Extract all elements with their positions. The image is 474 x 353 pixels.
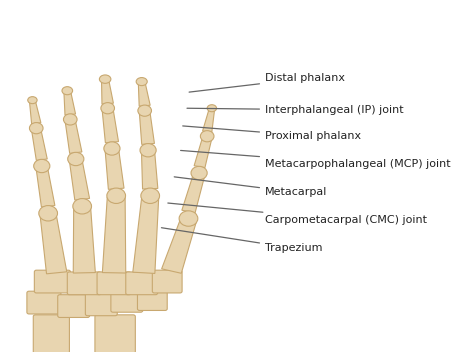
Polygon shape — [194, 137, 212, 168]
Polygon shape — [202, 109, 215, 132]
Polygon shape — [139, 112, 155, 144]
Ellipse shape — [136, 78, 147, 86]
FancyBboxPatch shape — [137, 288, 167, 310]
FancyBboxPatch shape — [97, 272, 131, 295]
FancyBboxPatch shape — [126, 272, 158, 295]
Text: Proximal phalanx: Proximal phalanx — [183, 126, 361, 141]
FancyBboxPatch shape — [27, 291, 61, 314]
Circle shape — [101, 103, 115, 114]
Ellipse shape — [28, 97, 37, 104]
Text: Interphalangeal (IP) joint: Interphalangeal (IP) joint — [187, 105, 404, 115]
FancyBboxPatch shape — [85, 293, 117, 316]
Circle shape — [34, 159, 50, 173]
Circle shape — [107, 188, 126, 203]
Circle shape — [29, 122, 43, 134]
Ellipse shape — [100, 75, 111, 83]
Circle shape — [39, 205, 57, 221]
FancyBboxPatch shape — [33, 315, 69, 353]
Circle shape — [191, 166, 207, 180]
Circle shape — [179, 211, 198, 226]
FancyBboxPatch shape — [58, 295, 90, 317]
Text: Distal phalanx: Distal phalanx — [189, 73, 345, 92]
FancyBboxPatch shape — [95, 315, 135, 353]
Polygon shape — [102, 197, 126, 273]
Polygon shape — [138, 82, 150, 106]
Polygon shape — [65, 121, 82, 154]
Polygon shape — [64, 91, 75, 115]
FancyBboxPatch shape — [152, 270, 182, 293]
Polygon shape — [101, 80, 113, 104]
Text: Metacarpal: Metacarpal — [174, 177, 328, 197]
Polygon shape — [105, 150, 124, 189]
Polygon shape — [162, 219, 196, 273]
FancyBboxPatch shape — [34, 270, 71, 293]
Polygon shape — [29, 101, 41, 124]
Circle shape — [104, 142, 120, 155]
Text: Carpometacarpal (CMC) joint: Carpometacarpal (CMC) joint — [168, 203, 427, 225]
Polygon shape — [133, 197, 159, 274]
Circle shape — [64, 114, 77, 125]
Polygon shape — [36, 167, 55, 207]
Circle shape — [138, 105, 152, 116]
Polygon shape — [32, 129, 47, 160]
Polygon shape — [102, 109, 118, 143]
Circle shape — [68, 152, 84, 166]
Ellipse shape — [62, 87, 73, 95]
FancyBboxPatch shape — [111, 289, 143, 312]
Circle shape — [141, 188, 160, 203]
Circle shape — [140, 144, 156, 157]
Polygon shape — [40, 214, 67, 274]
Polygon shape — [70, 160, 90, 200]
FancyBboxPatch shape — [67, 272, 101, 295]
Circle shape — [73, 199, 91, 214]
Polygon shape — [182, 174, 205, 213]
Polygon shape — [73, 208, 95, 273]
Text: Metacarpophalangeal (MCP) joint: Metacarpophalangeal (MCP) joint — [181, 150, 451, 169]
Text: Trapezium: Trapezium — [162, 228, 322, 253]
Polygon shape — [142, 152, 158, 189]
Circle shape — [201, 131, 214, 142]
Ellipse shape — [207, 105, 217, 112]
